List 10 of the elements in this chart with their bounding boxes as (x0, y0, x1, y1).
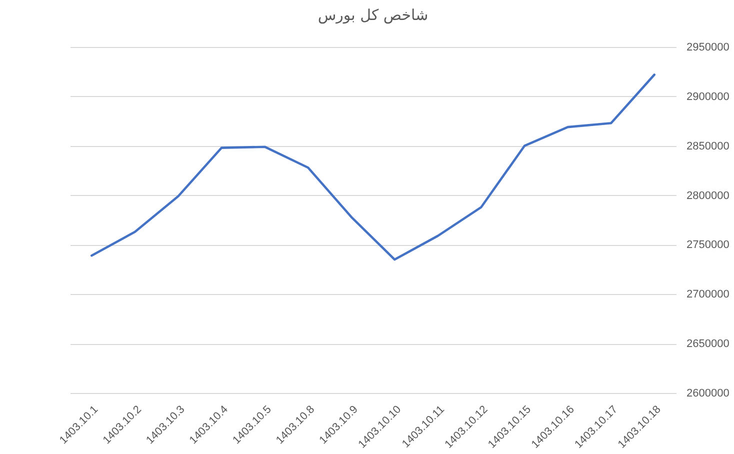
y-tick-label: 2600000 (686, 388, 730, 400)
y-tick-label: 2900000 (686, 90, 730, 103)
chart-title: شاخص کل بورس (318, 6, 428, 24)
y-tick-label: 2650000 (686, 338, 730, 350)
y-tick-label: 2950000 (686, 42, 730, 54)
y-tick-label: 2750000 (686, 239, 730, 252)
y-tick-label: 2850000 (686, 140, 730, 152)
y-tick-label: 2700000 (686, 288, 730, 301)
y-tick-label: 2800000 (686, 190, 730, 202)
line-series (90, 74, 656, 261)
